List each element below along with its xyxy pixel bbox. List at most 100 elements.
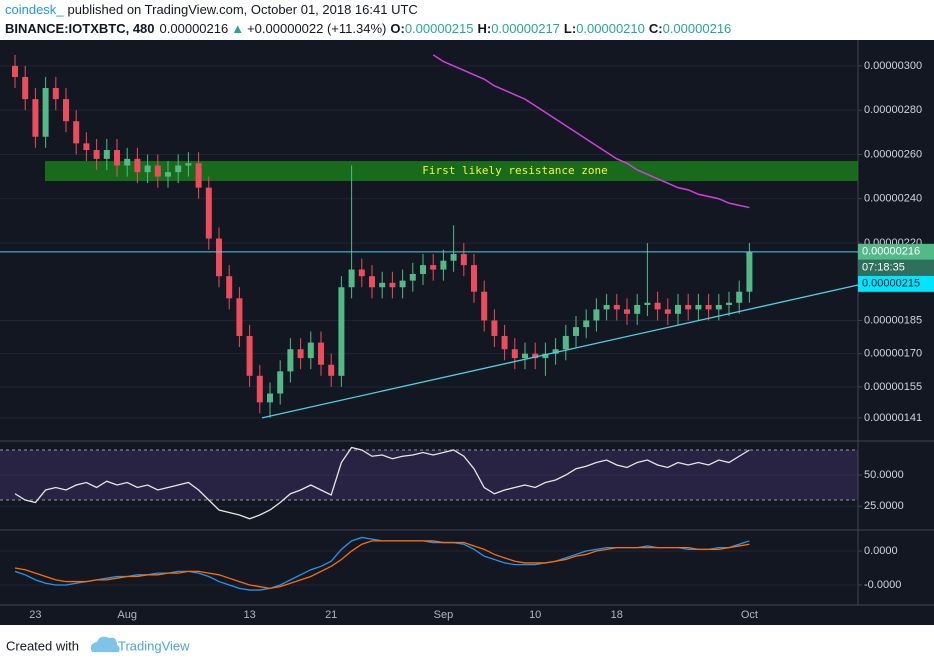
candle-body (532, 353, 539, 359)
close: 0.00000216 (663, 21, 732, 36)
candle-body (144, 165, 151, 173)
candle-body (348, 269, 355, 288)
candle-body (103, 150, 110, 159)
high: 0.00000217 (491, 21, 560, 36)
band (0, 450, 858, 500)
zone-label: First likely resistance zone (422, 164, 607, 177)
open-label: O: (390, 21, 404, 36)
candle-body (256, 375, 263, 403)
author[interactable]: coindesk_ (5, 2, 64, 17)
candle-body (583, 320, 590, 328)
candle-body (664, 309, 671, 314)
y-tick-label: 0.00000280 (864, 104, 922, 116)
candle-body (297, 349, 304, 359)
candle-body (236, 298, 243, 336)
candle-body (42, 88, 49, 137)
candle-body (399, 280, 406, 288)
header-line: coindesk_ published on TradingView.com, O… (5, 2, 418, 17)
candle-body (83, 143, 90, 151)
y-tick-label: 0.00000141 (864, 412, 922, 424)
candle-body (522, 353, 528, 359)
price-tag (858, 259, 934, 276)
candle-body (287, 349, 294, 372)
candle-body (409, 273, 416, 281)
footer-brand[interactable]: TradingView (118, 638, 190, 653)
candle-body (369, 276, 375, 288)
x-tick-label: Sep (434, 609, 454, 621)
x-tick-label: Aug (117, 609, 137, 621)
candle-body (246, 335, 253, 376)
candle-body (562, 335, 569, 350)
x-tick-label: 21 (325, 609, 337, 621)
high-label: H: (478, 21, 492, 36)
x-tick-label: 13 (243, 609, 255, 621)
candle-body (328, 364, 335, 376)
moving-average (432, 54, 750, 209)
candle-body (634, 304, 641, 314)
brand-logo[interactable] (90, 636, 120, 652)
candle-body (389, 282, 396, 288)
candle-body (715, 304, 722, 310)
y-tick-label: 0.00000185 (864, 314, 922, 326)
candle-body (624, 309, 630, 314)
candle-body (481, 291, 488, 321)
y-tick-label: 0.0000 (864, 545, 898, 557)
y-tick-label: 50.0000 (864, 469, 904, 481)
candle-body (613, 304, 620, 310)
candle-body (736, 291, 743, 303)
footer-created: Created with (6, 638, 79, 653)
open: 0.00000215 (405, 21, 474, 36)
candle-body (32, 99, 39, 137)
candle-body (603, 304, 610, 310)
candle-body (471, 265, 477, 292)
candle-body (12, 65, 18, 77)
indicator-line (14, 446, 750, 520)
candle-body (379, 282, 386, 288)
candle-body (675, 304, 681, 314)
price-tag-label: 0.00000215 (862, 278, 920, 290)
last-price: 0.00000216 (160, 21, 229, 36)
x-tick-label: 23 (29, 609, 41, 621)
y-tick-label: 0.00000300 (864, 60, 922, 72)
candle-body (165, 172, 171, 177)
candle-body (726, 302, 732, 305)
indicator-line (14, 540, 750, 590)
y-tick-label: -0.0000 (864, 579, 901, 591)
price-tag-label: 0.00000216 (862, 246, 920, 258)
candle-body (501, 335, 508, 350)
chart-background (0, 40, 934, 625)
candle-body (93, 150, 100, 159)
y-tick-label: 0.00000260 (864, 148, 922, 160)
price-tag (858, 275, 934, 292)
candle-body (542, 353, 549, 359)
low: 0.00000210 (576, 21, 645, 36)
candle-body (746, 251, 753, 292)
published: published on TradingView.com, October 01… (68, 2, 418, 17)
candle-body (430, 265, 437, 270)
candle-body (420, 265, 426, 274)
candle-body (175, 165, 182, 173)
candle-body (124, 158, 131, 166)
y-tick-label: 0.00000155 (864, 381, 922, 393)
candle-body (73, 121, 80, 144)
y-tick-label: 0.00000240 (864, 193, 922, 205)
candle-body (552, 349, 559, 354)
candle-body (318, 342, 324, 365)
symbol-legend: BINANCE:IOTXBTC, 480 0.00000216 ▲ +0.000000… (5, 21, 731, 36)
candle-body (22, 76, 29, 100)
symbol: BINANCE:IOTXBTC, 480 (5, 21, 155, 36)
change: +0.00000022 (+11.34%) (247, 21, 386, 36)
candle-body (450, 254, 457, 261)
candle-body (114, 150, 120, 166)
resistance-zone (45, 161, 858, 182)
price-tag (858, 243, 934, 260)
candle-body (185, 163, 192, 166)
y-tick-label: 25.0000 (864, 500, 904, 512)
candle-body (226, 276, 233, 299)
candle-body (705, 304, 712, 310)
candle-body (63, 99, 69, 122)
arrow: ▲ (231, 21, 244, 36)
candle-body (695, 304, 702, 310)
trendline (261, 284, 859, 419)
